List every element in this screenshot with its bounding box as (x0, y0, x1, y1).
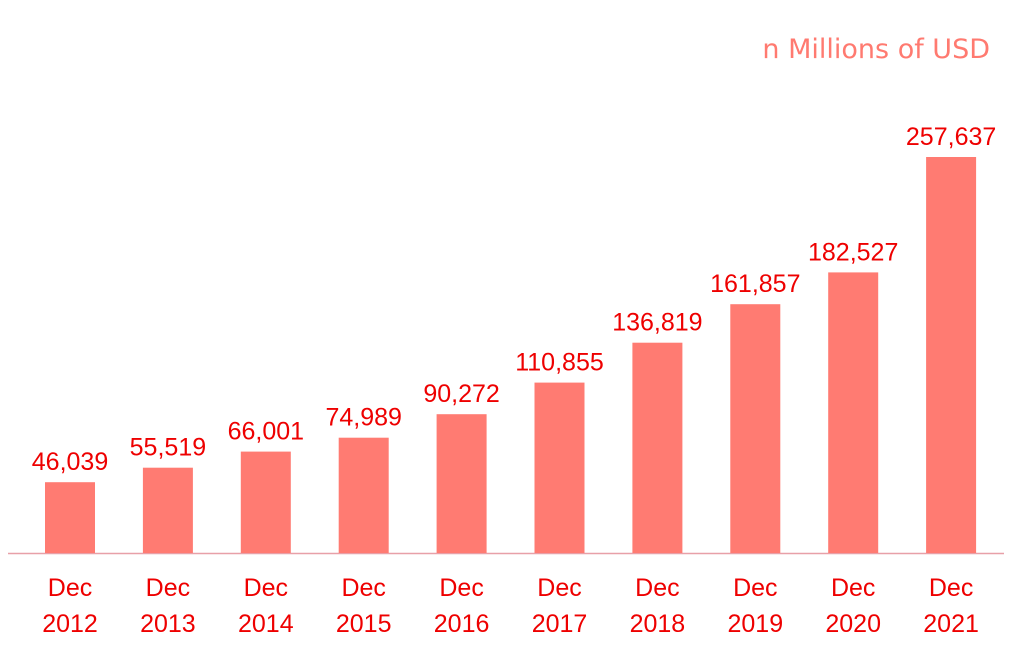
x-tick-label-month: Dec (48, 574, 92, 602)
x-tick-label-month: Dec (439, 574, 483, 602)
bar (632, 342, 683, 553)
data-label: 74,989 (325, 404, 401, 432)
x-tick-label-year: 2021 (923, 610, 979, 638)
x-tick-label-year: 2020 (825, 610, 881, 638)
bar (828, 272, 879, 553)
unit-label: n Millions of USD (762, 34, 990, 65)
bar (534, 382, 585, 553)
x-tick-label-month: Dec (635, 574, 679, 602)
x-tick-label-year: 2012 (42, 610, 98, 638)
x-tick-label-year: 2016 (434, 610, 490, 638)
x-tick-label-year: 2019 (727, 610, 783, 638)
data-label: 257,637 (906, 123, 996, 151)
bar (45, 482, 95, 553)
data-label: 90,272 (423, 380, 499, 408)
data-label: 161,857 (710, 270, 800, 298)
x-tick-label-year: 2017 (532, 610, 588, 638)
x-tick-label-year: 2013 (140, 610, 196, 638)
bar (436, 414, 487, 553)
x-tick-label-month: Dec (537, 574, 581, 602)
x-tick-label-month: Dec (146, 574, 190, 602)
x-tick-label-month: Dec (244, 574, 288, 602)
x-tick-label-month: Dec (733, 574, 777, 602)
x-tick-label-year: 2018 (630, 610, 686, 638)
data-label: 55,519 (130, 434, 206, 462)
x-tick-label-month: Dec (831, 574, 875, 602)
data-label: 46,039 (32, 448, 108, 476)
x-tick-label-month: Dec (341, 574, 385, 602)
x-tick-label-month: Dec (929, 574, 973, 602)
data-label: 182,527 (808, 238, 898, 266)
bar (338, 437, 389, 553)
data-label: 110,855 (515, 349, 604, 377)
data-label: 136,819 (612, 309, 702, 337)
bar (142, 467, 193, 553)
data-label: 66,001 (228, 418, 304, 446)
bar (730, 304, 781, 553)
bar (926, 157, 977, 553)
x-tick-label-year: 2014 (238, 610, 294, 638)
bar (240, 451, 291, 553)
x-tick-label-year: 2015 (336, 610, 392, 638)
